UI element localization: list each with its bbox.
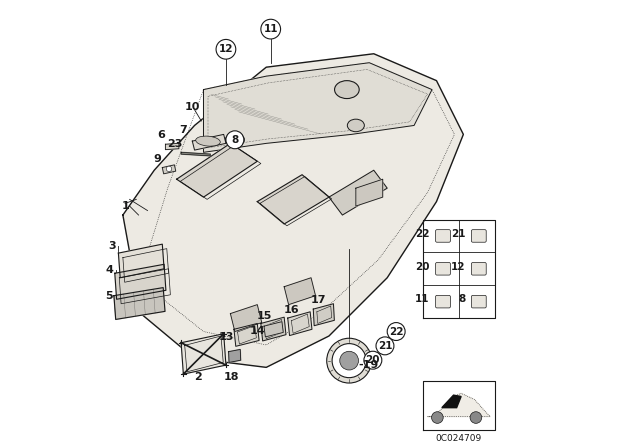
Text: 22: 22 — [389, 327, 403, 336]
Text: 9: 9 — [153, 154, 161, 164]
Polygon shape — [115, 264, 166, 299]
Polygon shape — [356, 179, 383, 206]
Text: 16: 16 — [284, 305, 299, 315]
Polygon shape — [181, 152, 210, 156]
Text: 22: 22 — [415, 229, 430, 239]
Polygon shape — [228, 349, 241, 362]
Text: 14: 14 — [250, 326, 265, 336]
FancyBboxPatch shape — [472, 263, 486, 275]
Text: 12: 12 — [451, 262, 466, 271]
Text: 12: 12 — [219, 44, 233, 54]
Polygon shape — [230, 305, 262, 332]
Text: 15: 15 — [256, 311, 272, 321]
Polygon shape — [257, 175, 329, 224]
Circle shape — [431, 412, 443, 423]
Text: 7: 7 — [179, 125, 188, 135]
Text: 20: 20 — [365, 355, 380, 365]
Polygon shape — [329, 170, 387, 215]
Polygon shape — [181, 334, 226, 374]
Text: -19: -19 — [358, 360, 378, 370]
Circle shape — [470, 412, 482, 423]
Text: 6: 6 — [157, 130, 165, 140]
Polygon shape — [284, 278, 316, 305]
Ellipse shape — [348, 119, 364, 132]
Text: 20: 20 — [415, 262, 430, 271]
Circle shape — [226, 131, 244, 149]
Polygon shape — [314, 304, 334, 326]
Text: 17: 17 — [311, 295, 326, 305]
Text: 23: 23 — [166, 139, 182, 149]
Text: 11: 11 — [264, 24, 278, 34]
Text: 18: 18 — [223, 372, 239, 382]
Polygon shape — [264, 322, 284, 337]
FancyBboxPatch shape — [472, 295, 486, 308]
Text: 5: 5 — [106, 291, 113, 301]
Text: 13: 13 — [218, 332, 234, 342]
Text: 8: 8 — [458, 294, 466, 304]
Circle shape — [261, 19, 280, 39]
Polygon shape — [165, 143, 179, 150]
Ellipse shape — [335, 81, 359, 99]
Text: 3: 3 — [108, 241, 115, 250]
FancyBboxPatch shape — [472, 230, 486, 242]
Text: 8: 8 — [231, 135, 239, 145]
Text: 2: 2 — [195, 372, 202, 382]
Polygon shape — [261, 317, 286, 341]
FancyBboxPatch shape — [436, 230, 451, 242]
Text: 0C024709: 0C024709 — [436, 434, 482, 443]
Text: 21: 21 — [378, 341, 392, 351]
Polygon shape — [123, 54, 463, 367]
Circle shape — [327, 338, 371, 383]
Polygon shape — [192, 134, 226, 150]
Polygon shape — [234, 323, 259, 346]
Polygon shape — [442, 395, 461, 408]
Polygon shape — [163, 165, 176, 174]
Polygon shape — [288, 312, 312, 336]
Text: 1: 1 — [121, 201, 129, 211]
Polygon shape — [114, 288, 165, 319]
Text: 4: 4 — [106, 265, 113, 275]
Ellipse shape — [196, 136, 220, 146]
Circle shape — [376, 337, 394, 355]
Circle shape — [387, 323, 405, 340]
Text: 11: 11 — [415, 294, 430, 304]
Polygon shape — [118, 244, 164, 278]
Circle shape — [364, 351, 382, 369]
Circle shape — [216, 39, 236, 59]
Polygon shape — [177, 143, 257, 197]
FancyBboxPatch shape — [436, 295, 451, 308]
Polygon shape — [428, 393, 490, 417]
Circle shape — [166, 166, 172, 172]
FancyBboxPatch shape — [436, 263, 451, 275]
Circle shape — [332, 344, 366, 378]
Text: 10: 10 — [184, 102, 200, 112]
Ellipse shape — [225, 133, 244, 146]
Circle shape — [340, 351, 358, 370]
Polygon shape — [204, 63, 432, 152]
Text: 21: 21 — [451, 229, 466, 239]
